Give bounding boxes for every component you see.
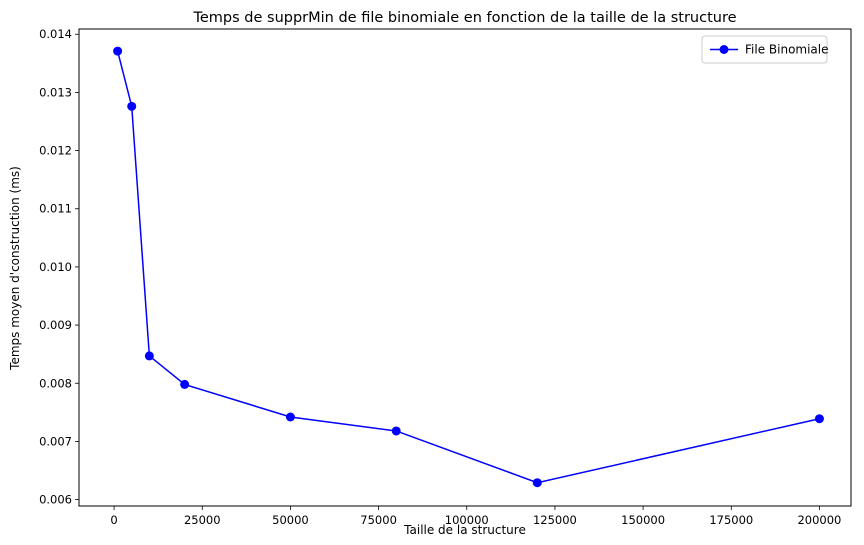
plot-frame <box>78 28 852 507</box>
legend-box <box>701 35 828 64</box>
legend-label: File Binomiale <box>745 43 829 57</box>
data-point <box>532 478 542 488</box>
data-point <box>180 379 190 389</box>
y-tick-label: 0.007 <box>39 434 72 448</box>
legend-marker-swatch <box>719 45 729 54</box>
y-tick-label: 0.009 <box>39 318 72 332</box>
data-point <box>144 351 154 361</box>
y-tick-label: 0.011 <box>39 202 72 216</box>
x-tick-label: 0 <box>110 513 117 527</box>
data-point <box>814 414 824 424</box>
plot-area: 0 25000 50000 75000 100000 125000 150000 175000… <box>39 27 852 527</box>
y-tick-label: 0.010 <box>39 260 72 274</box>
y-tick-label: 0.008 <box>39 376 72 390</box>
x-axis-label: Taille de la structure <box>403 523 526 537</box>
x-tick-label: 75000 <box>360 513 397 527</box>
x-tick-label: 50000 <box>272 513 309 527</box>
x-tick-label: 175000 <box>709 513 753 527</box>
y-tick-label: 0.014 <box>39 27 72 41</box>
y-axis-label: Temps moyen d'construction (ms) <box>8 166 22 371</box>
x-tick-label: 25000 <box>184 513 221 527</box>
data-point <box>285 412 295 422</box>
y-tick-label: 0.006 <box>39 493 72 507</box>
x-tick-label: 200000 <box>797 513 841 527</box>
y-tick-label: 0.012 <box>39 144 72 158</box>
data-point <box>113 46 123 56</box>
chart-title: Temps de supprMin de file binomiale en f… <box>192 10 736 26</box>
data-point <box>391 426 401 436</box>
series-line <box>116 50 820 484</box>
x-tick-label: 125000 <box>533 513 577 527</box>
legend: File Binomiale <box>701 35 829 64</box>
x-tick-label: 150000 <box>621 513 665 527</box>
x-tick-label: 100000 <box>445 513 489 527</box>
data-point <box>127 101 137 111</box>
y-tick-label: 0.013 <box>39 85 72 99</box>
